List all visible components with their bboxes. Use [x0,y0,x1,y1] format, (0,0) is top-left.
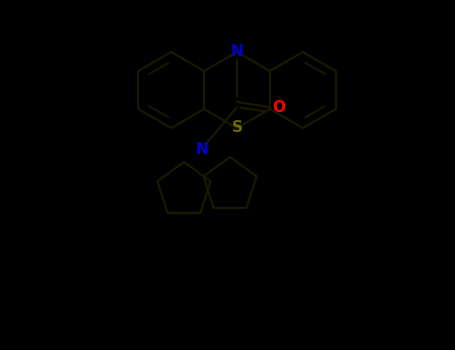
Text: O: O [273,99,285,114]
Text: S: S [232,120,243,135]
Text: N: N [196,142,208,158]
Text: N: N [231,44,243,60]
